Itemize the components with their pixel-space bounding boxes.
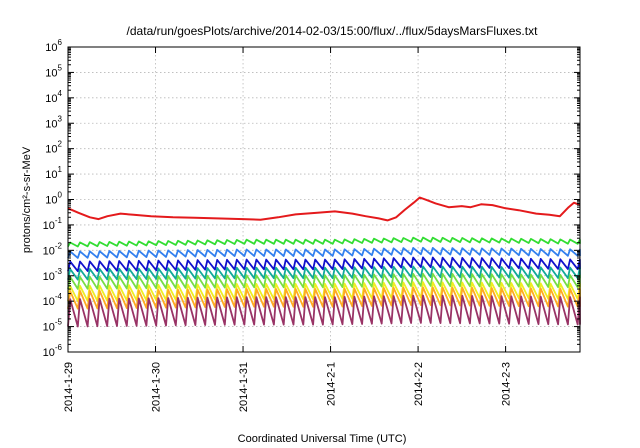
y-axis-label: protons/cm²-s-sr-MeV — [21, 146, 33, 253]
x-axis-label: Coordinated Universal Time (UTC) — [238, 433, 407, 445]
series-layer — [67, 196, 581, 328]
y-tick-label: 105 — [45, 63, 62, 79]
series-line-3 — [67, 256, 581, 273]
y-tick-label: 100 — [45, 191, 62, 207]
y-tick-label: 10-3 — [43, 267, 63, 283]
x-tick-label: 2014-2-1 — [326, 362, 338, 406]
y-tick-label: 103 — [45, 114, 62, 130]
label-layer: 10-6 10-5 10-4 10-3 10-2 10-1 100 101 102 103 104 1… — [43, 38, 513, 412]
y-tick-label: 10-5 — [43, 318, 63, 334]
y-tick-label: 106 — [45, 38, 62, 54]
y-tick-label: 10-6 — [43, 343, 63, 359]
series-line-1 — [67, 236, 581, 248]
series-line-2 — [67, 246, 581, 259]
y-tick-label: 10-2 — [43, 241, 63, 257]
tick-layer — [67, 46, 580, 353]
y-tick-label: 102 — [45, 140, 62, 156]
series-line-4 — [67, 265, 581, 281]
x-tick-label: 2014-1-31 — [238, 362, 250, 412]
x-tick-label: 2014-1-30 — [151, 362, 163, 412]
y-tick-label: 104 — [45, 89, 62, 105]
x-tick-label: 2014-2-3 — [501, 362, 513, 406]
y-tick-label: 10-4 — [43, 292, 63, 308]
series-line-0 — [67, 196, 581, 222]
x-tick-label: 2014-2-2 — [413, 362, 425, 406]
series-line-5 — [67, 272, 581, 290]
y-tick-label: 101 — [45, 165, 62, 181]
chart-title: /data/run/goesPlots/archive/2014-02-03/1… — [127, 24, 539, 38]
series-line-7 — [67, 286, 581, 310]
series-line-8 — [67, 294, 581, 328]
y-tick-label: 10-1 — [43, 216, 63, 232]
x-tick-label: 2014-1-29 — [63, 362, 75, 412]
